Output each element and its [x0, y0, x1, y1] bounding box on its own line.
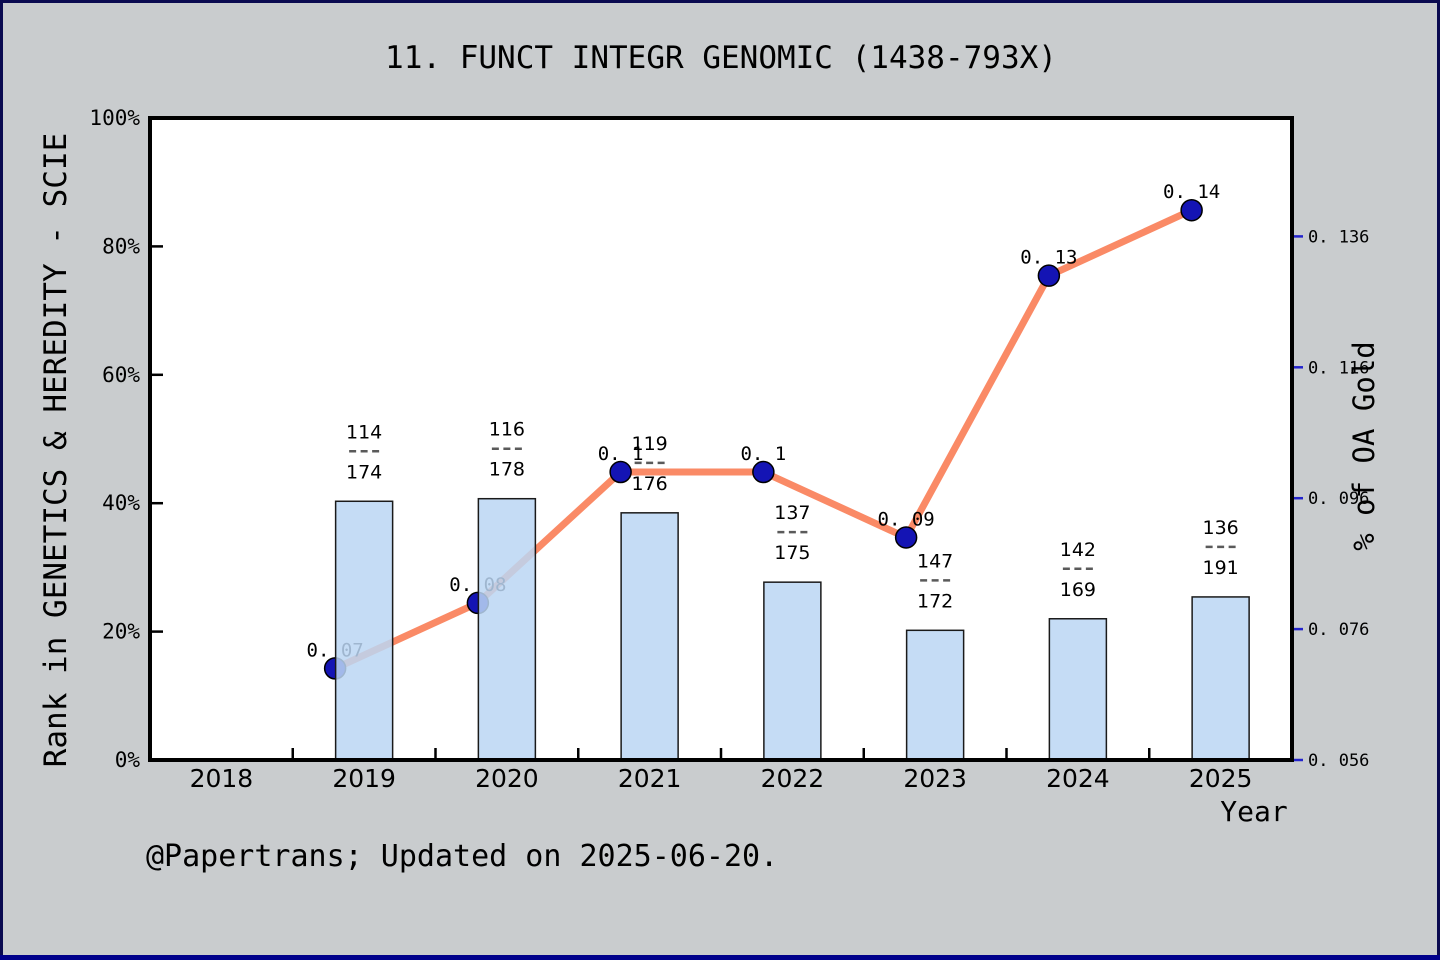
- bar-fraction-denominator: 176: [631, 473, 667, 495]
- left-axis-tick-label: 60%: [102, 363, 140, 387]
- rank-bar: [1191, 596, 1250, 761]
- rank-bar: [334, 500, 394, 761]
- bar-fraction-numerator: 116: [489, 419, 525, 441]
- x-axis-year-label: 2023: [903, 764, 967, 793]
- point-value-label: 0. 13: [1020, 247, 1077, 269]
- bar-fraction-numerator: 136: [1202, 517, 1238, 539]
- bar-fraction-denominator: 174: [346, 461, 382, 483]
- bar-fraction-numerator: 137: [774, 502, 810, 524]
- bar-fraction-numerator: 114: [346, 421, 382, 443]
- x-axis-year-label: 2020: [475, 764, 539, 793]
- rank-bar: [763, 581, 822, 761]
- left-axis-tick-label: 100%: [89, 106, 140, 130]
- bar-fraction-denominator: 175: [774, 542, 810, 564]
- bar-fraction-denominator: 169: [1060, 579, 1096, 601]
- bar-fraction-denominator: 172: [917, 590, 953, 612]
- right-axis-title: % of OA Gold: [1347, 341, 1381, 551]
- right-axis-tick-label: 0. 076: [1308, 620, 1369, 640]
- left-axis-tick-label: 20%: [102, 620, 140, 644]
- plot-frame: [148, 116, 1294, 762]
- bar-fraction-numerator: 119: [631, 433, 667, 455]
- border-left: [0, 0, 3, 960]
- rank-bar: [620, 512, 679, 761]
- border-top: [0, 0, 1440, 3]
- left-axis-title: Rank in GENETICS & HEREDITY - SCIE: [38, 133, 74, 768]
- rank-bar: [477, 497, 537, 761]
- right-axis-tick-label: 0. 116: [1308, 358, 1369, 378]
- x-axis-title: Year: [1220, 795, 1287, 828]
- data-point-marker: [609, 460, 632, 484]
- point-value-label: 0. 14: [1163, 181, 1220, 203]
- left-axis-tick-label: 80%: [102, 234, 140, 258]
- data-point-marker: [1037, 264, 1061, 287]
- x-axis-year-label: 2025: [1189, 764, 1253, 793]
- rank-bar: [1048, 618, 1108, 761]
- point-value-label: 0. 09: [878, 508, 935, 530]
- x-axis-year-label: 2018: [190, 764, 254, 793]
- rank-bar: [905, 629, 965, 761]
- x-axis-year-label: 2021: [618, 764, 682, 793]
- x-axis-year-label: 2019: [332, 764, 396, 793]
- border-right: [1437, 0, 1440, 960]
- left-axis-tick-label: 0%: [115, 748, 141, 772]
- chart-title: 11. FUNCT INTEGR GENOMIC (1438-793X): [385, 40, 1057, 76]
- watermark-text: @Papertrans; Updated on 2025-06-20.: [146, 839, 778, 874]
- x-axis-year-label: 2022: [761, 764, 825, 793]
- x-axis-year-label: 2024: [1046, 764, 1110, 793]
- bar-fraction-numerator: 142: [1060, 539, 1096, 561]
- bar-fraction-denominator: 178: [489, 459, 525, 481]
- point-value-label: 0. 1: [598, 443, 644, 465]
- bar-fraction-denominator: 191: [1202, 557, 1238, 579]
- data-point-marker: [894, 526, 918, 549]
- plot-area: [150, 118, 1292, 760]
- right-axis-tick-label: 0. 056: [1308, 751, 1369, 771]
- point-value-label: 0. 1: [740, 443, 786, 465]
- right-axis-tick-label: 0. 096: [1308, 489, 1369, 509]
- data-point-marker: [1180, 198, 1203, 222]
- data-point-marker: [752, 460, 775, 484]
- left-axis-tick-label: 40%: [102, 491, 140, 515]
- bar-fraction-numerator: 147: [917, 550, 953, 572]
- border-bottom: [0, 955, 1440, 960]
- right-axis-tick-label: 0. 136: [1308, 227, 1369, 247]
